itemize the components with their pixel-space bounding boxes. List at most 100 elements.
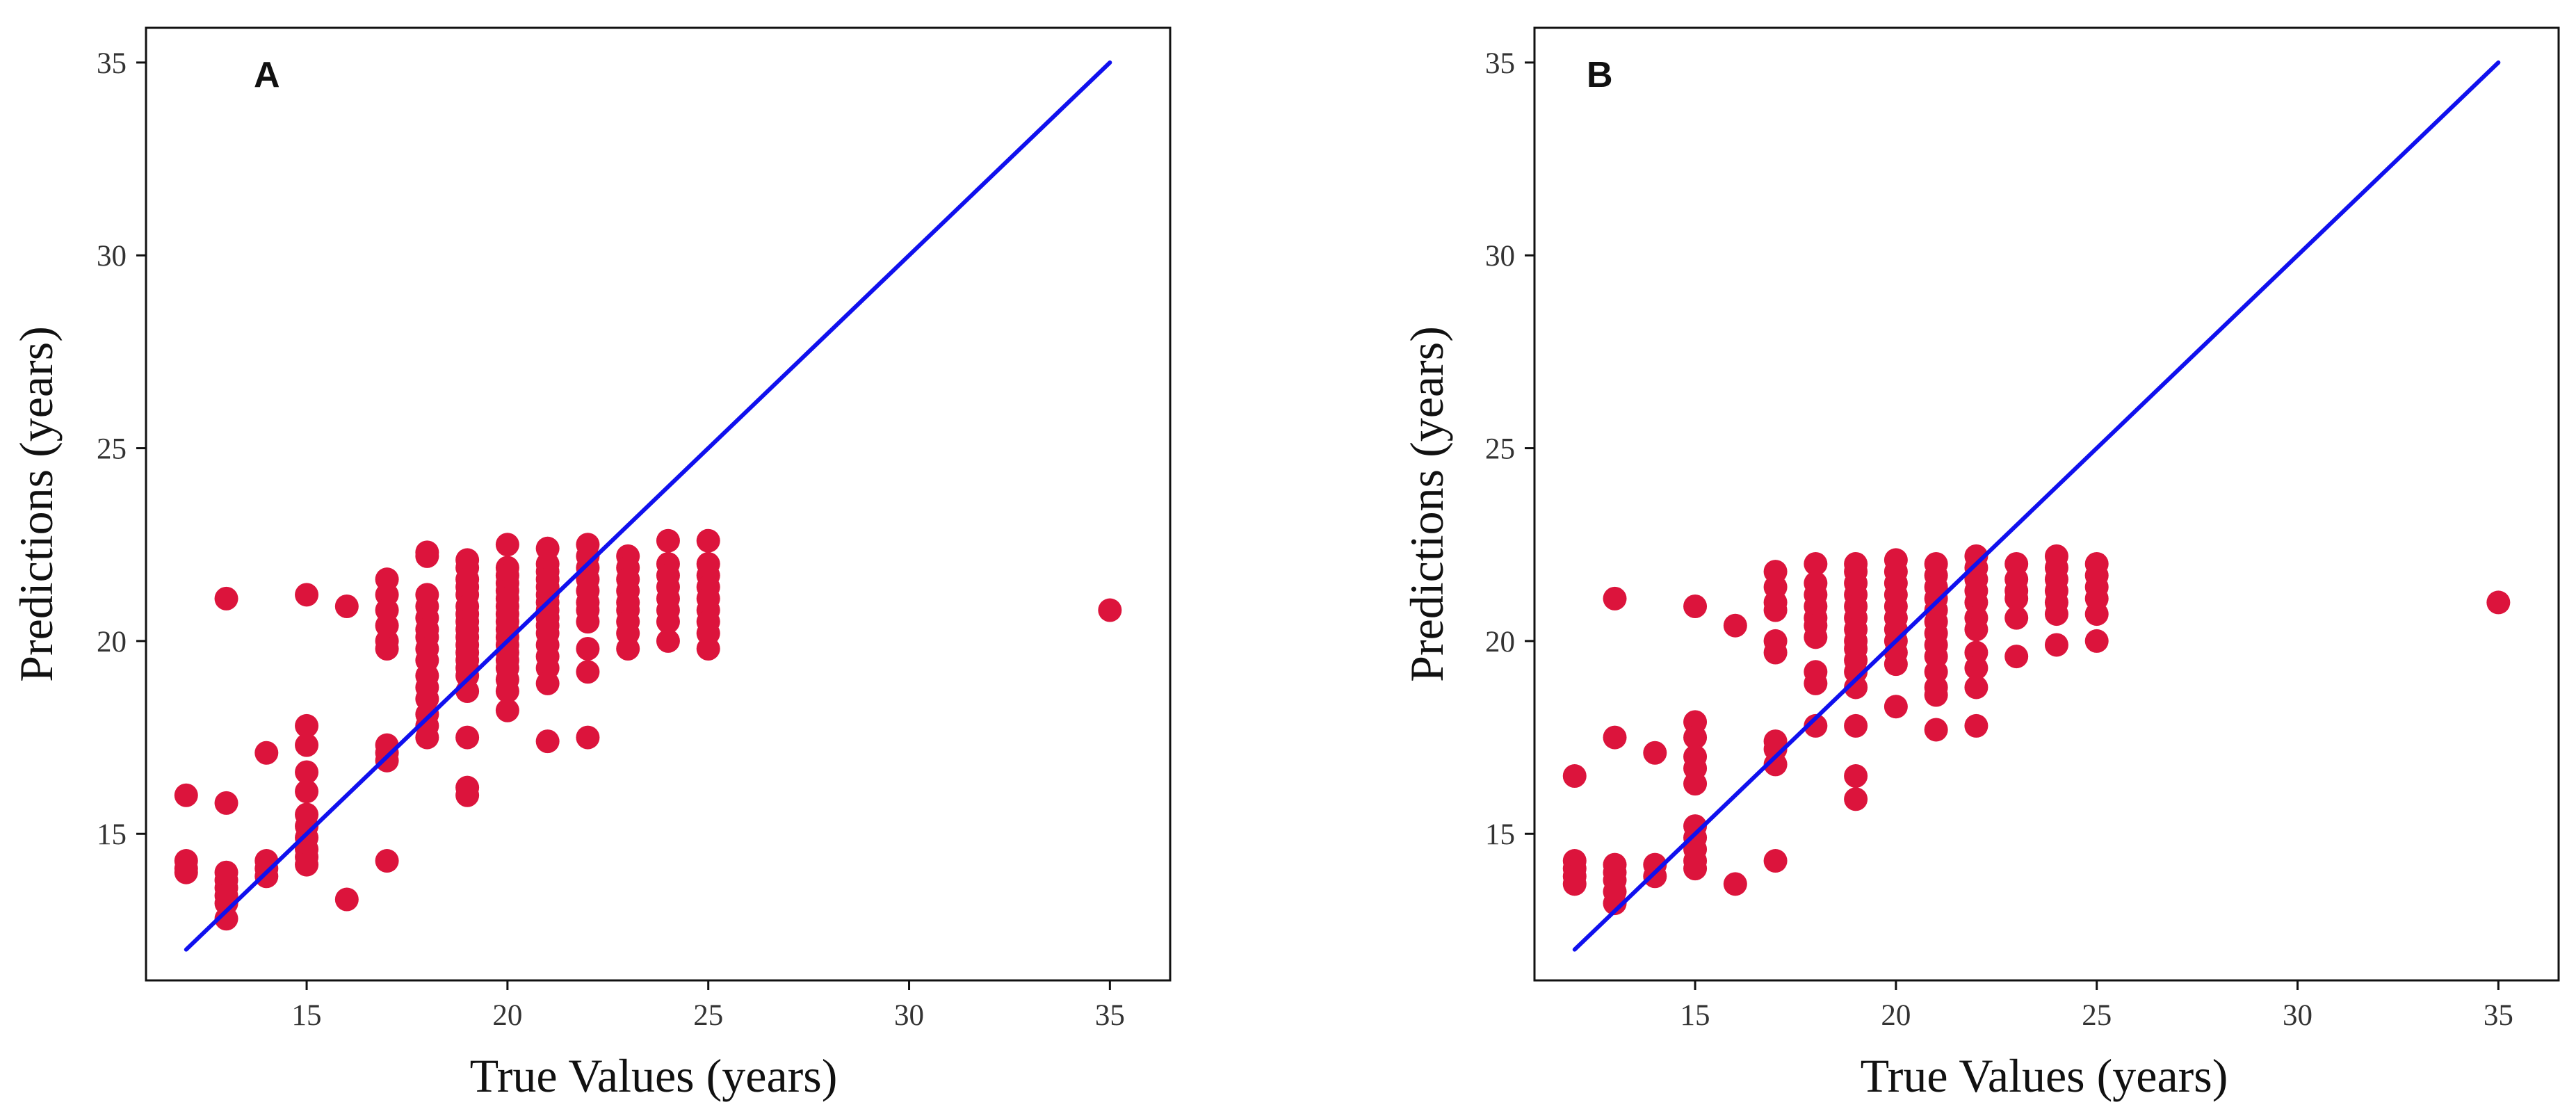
x-axis-a: 15 20 25 30 35 xyxy=(292,980,1125,1032)
reference-line-a xyxy=(184,60,1112,952)
y-tick-label: 15 xyxy=(97,818,127,851)
data-point-b-5 xyxy=(1603,586,1627,610)
x-tick-label: 35 xyxy=(1095,999,1125,1032)
data-point-b-103 xyxy=(2004,645,2029,669)
data-point-a-134 xyxy=(656,629,680,653)
panel-label-b: B xyxy=(1587,55,1613,95)
data-point-b-12 xyxy=(1643,741,1667,765)
data-point-a-28 xyxy=(334,887,359,912)
x-tick-label: 20 xyxy=(492,999,522,1032)
x-axis-label-a: True Values (years) xyxy=(470,1049,838,1102)
y-tick-label: 30 xyxy=(1485,240,1515,273)
data-point-b-46 xyxy=(1804,671,1828,695)
data-point-a-135 xyxy=(696,528,720,553)
data-point-a-116 xyxy=(576,660,600,684)
data-point-a-90 xyxy=(495,698,519,722)
data-point-a-20 xyxy=(295,779,319,804)
y-axis-label-a: Predictions (years) xyxy=(10,326,63,682)
data-point-b-31 xyxy=(1763,598,1788,622)
data-point-b-59 xyxy=(1844,675,1868,699)
data-point-b-27 xyxy=(1723,872,1747,896)
y-tick-label: 20 xyxy=(97,626,127,658)
data-point-b-11 xyxy=(1603,891,1627,916)
x-tick-label: 15 xyxy=(1680,999,1710,1032)
data-point-b-14 xyxy=(1643,864,1667,889)
data-point-b-60 xyxy=(1844,713,1868,738)
data-point-b-62 xyxy=(1844,787,1868,811)
data-point-a-73 xyxy=(495,533,519,557)
data-point-a-115 xyxy=(576,636,600,661)
data-point-a-27 xyxy=(334,594,359,618)
y-tick-label: 25 xyxy=(1485,433,1515,466)
data-point-a-3 xyxy=(174,860,198,884)
data-point-a-18 xyxy=(295,733,319,757)
x-axis-label-b: True Values (years) xyxy=(1861,1049,2228,1102)
x-tick-label: 15 xyxy=(292,999,322,1032)
x-tick-label: 30 xyxy=(2283,999,2312,1032)
y-axis-a: 15 20 25 30 35 xyxy=(97,47,146,851)
data-point-b-101 xyxy=(2004,586,2029,610)
y-axis-label-b: Predictions (years) xyxy=(1400,326,1453,682)
data-point-b-44 xyxy=(1804,625,1828,649)
data-point-a-38 xyxy=(375,849,399,873)
data-point-a-117 xyxy=(576,725,600,750)
reference-line-b xyxy=(1572,60,2501,952)
data-point-b-117 xyxy=(2486,590,2511,615)
data-point-b-72 xyxy=(1884,652,1908,677)
data-point-b-4 xyxy=(1562,872,1587,896)
data-point-b-86 xyxy=(1924,718,1948,742)
data-point-b-109 xyxy=(2044,602,2068,626)
data-point-a-37 xyxy=(375,748,399,773)
data-point-b-0 xyxy=(1562,764,1587,789)
y-axis-b: 15 20 25 30 35 xyxy=(1485,47,1534,851)
data-point-a-69 xyxy=(455,679,480,704)
data-point-a-106 xyxy=(535,729,560,754)
data-point-b-25 xyxy=(1683,857,1708,881)
data-point-a-0 xyxy=(174,783,198,807)
panel-b: 15 20 25 30 35 15 20 25 30 35 B True Values (yea… xyxy=(1400,26,2560,1102)
data-point-a-72 xyxy=(455,783,480,807)
data-point-a-26 xyxy=(295,852,319,877)
panel-a: 15 20 25 30 35 15 20 25 30 35 A True Values (yea… xyxy=(10,26,1172,1102)
data-point-a-53 xyxy=(415,725,439,750)
data-point-a-114 xyxy=(576,610,600,634)
data-point-b-38 xyxy=(1804,551,1828,576)
data-point-a-126 xyxy=(616,636,640,661)
data-point-b-97 xyxy=(1964,713,1988,738)
data-point-b-61 xyxy=(1844,764,1868,789)
data-point-a-4 xyxy=(214,586,238,610)
data-point-a-144 xyxy=(1098,598,1122,622)
x-tick-label: 35 xyxy=(2484,999,2513,1032)
plot-frame-a xyxy=(145,26,1172,982)
data-point-b-33 xyxy=(1763,640,1788,665)
data-point-b-115 xyxy=(2084,602,2109,626)
data-point-a-12 xyxy=(254,741,279,765)
data-point-a-11 xyxy=(214,907,238,931)
data-point-a-40 xyxy=(415,544,439,568)
x-tick-label: 25 xyxy=(693,999,723,1032)
data-point-b-116 xyxy=(2084,629,2109,653)
x-tick-label: 20 xyxy=(1881,999,1911,1032)
panel-label-a: A xyxy=(254,55,280,95)
data-point-b-36 xyxy=(1763,752,1788,777)
data-point-a-19 xyxy=(295,760,319,784)
x-tick-label: 30 xyxy=(894,999,924,1032)
data-point-b-26 xyxy=(1723,613,1747,638)
y-tick-label: 15 xyxy=(1485,818,1515,851)
y-tick-label: 35 xyxy=(97,47,127,80)
data-point-b-37 xyxy=(1763,849,1788,873)
data-point-b-47 xyxy=(1804,713,1828,738)
data-point-b-96 xyxy=(1964,675,1988,699)
data-point-b-93 xyxy=(1964,617,1988,642)
data-point-a-89 xyxy=(495,679,519,704)
data-point-a-16 xyxy=(295,583,319,607)
data-point-b-102 xyxy=(2004,606,2029,630)
y-tick-label: 20 xyxy=(1485,626,1515,658)
data-point-a-17 xyxy=(295,713,319,738)
y-tick-label: 25 xyxy=(97,433,127,466)
data-point-b-110 xyxy=(2044,633,2068,657)
scatter-points-b xyxy=(1562,544,2511,916)
x-axis-b: 15 20 25 30 35 xyxy=(1680,980,2513,1032)
data-point-a-34 xyxy=(375,636,399,661)
x-tick-label: 25 xyxy=(2082,999,2112,1032)
